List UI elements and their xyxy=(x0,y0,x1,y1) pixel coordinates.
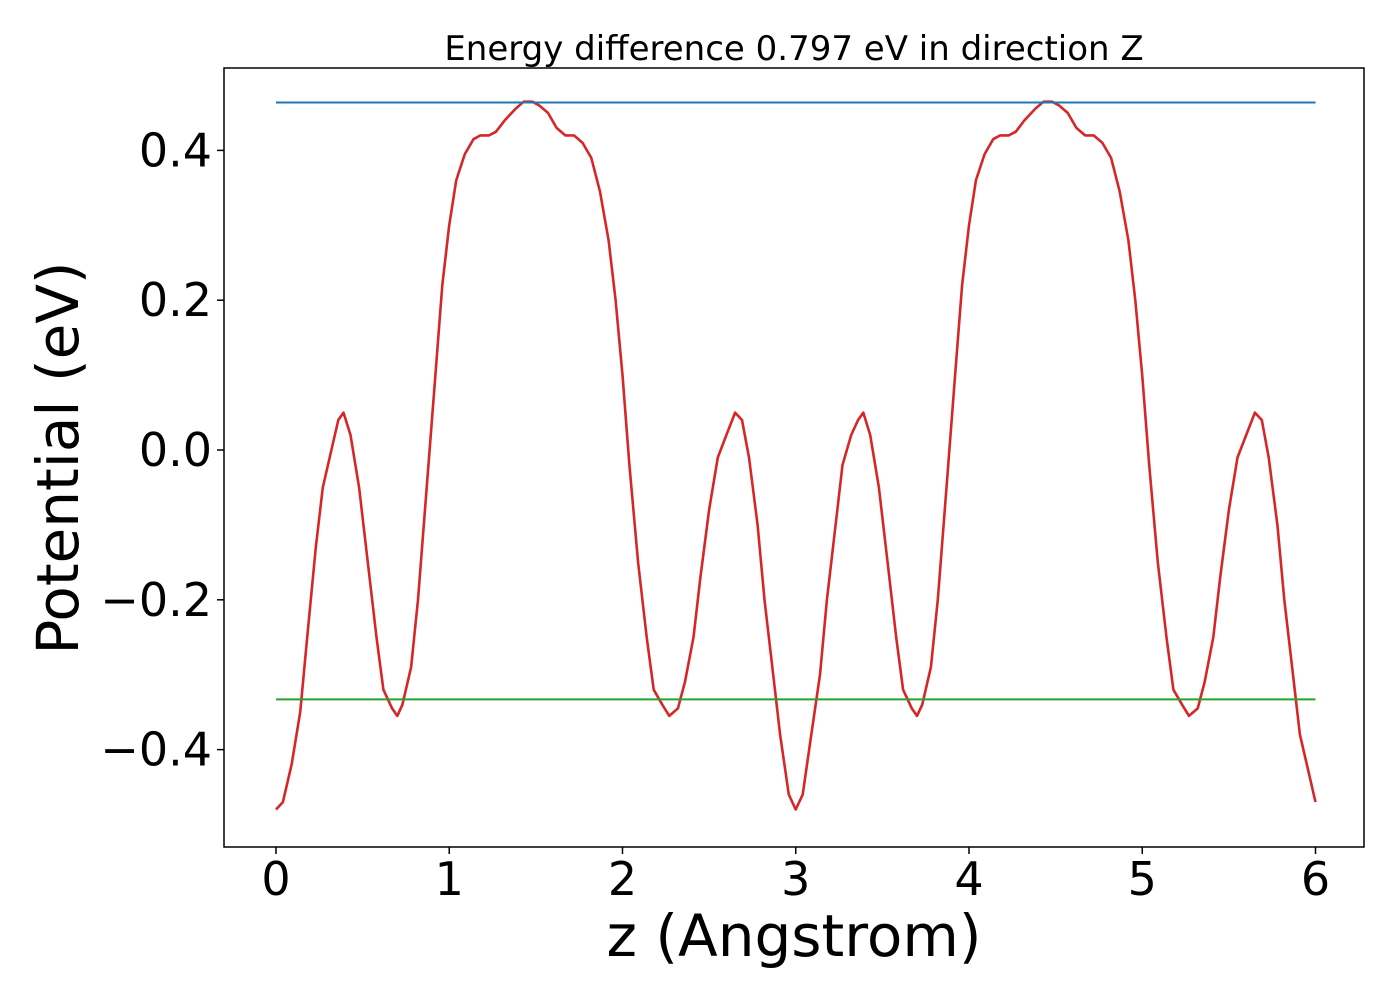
y-tick-label: −0.4 xyxy=(100,723,212,777)
x-tick-label: 0 xyxy=(261,852,290,906)
x-tick-label: 5 xyxy=(1128,852,1157,906)
chart-title: Energy difference 0.797 eV in direction … xyxy=(444,29,1143,69)
y-axis-label: Potential (eV) xyxy=(24,261,92,654)
y-tick-label: 0.4 xyxy=(139,123,212,177)
plot-frame xyxy=(223,67,1365,848)
y-tick-label: −0.2 xyxy=(100,573,212,627)
x-tick-label: 2 xyxy=(608,852,637,906)
plot-area: 0 1 2 3 4 5 6 −0.4 −0.2 0.0 0.2 0.4 xyxy=(100,67,1365,906)
y-axis-ticks: −0.4 −0.2 0.0 0.2 0.4 xyxy=(100,123,224,777)
y-tick-label: 0.2 xyxy=(139,273,212,327)
y-tick-label: 0.0 xyxy=(139,423,212,477)
series-layer xyxy=(275,100,1317,811)
x-tick-label: 4 xyxy=(954,852,983,906)
x-tick-label: 3 xyxy=(781,852,810,906)
x-axis-ticks: 0 1 2 3 4 5 6 xyxy=(261,847,1330,906)
series-line-0 xyxy=(275,100,1317,811)
x-axis-label: z (Angstrom) xyxy=(607,902,982,970)
x-tick-label: 1 xyxy=(435,852,464,906)
x-tick-label: 6 xyxy=(1301,852,1330,906)
